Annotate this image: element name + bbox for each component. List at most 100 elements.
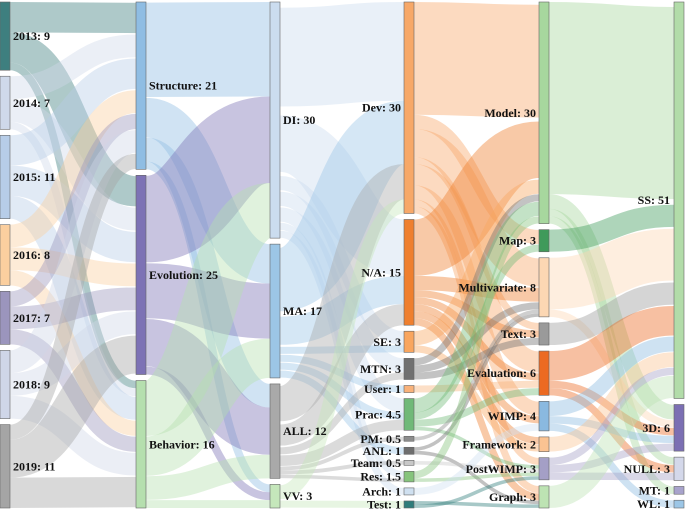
link-ma-user xyxy=(279,354,405,393)
node-framework xyxy=(538,436,550,452)
link-res-postwimp xyxy=(413,472,540,482)
link-model-mt xyxy=(548,216,675,495)
link-y2017-structure xyxy=(8,113,138,307)
link-y2014-structure xyxy=(9,34,137,99)
label-team: Team: 0.5 xyxy=(351,456,401,470)
link-all-dev xyxy=(276,164,408,422)
link-y2016-structure xyxy=(8,90,138,248)
link-wimp-wl xyxy=(548,423,675,508)
link-na-wimp xyxy=(413,304,540,424)
link-vv-dev xyxy=(278,199,406,500)
link-anl-graph xyxy=(413,450,540,505)
link-y2019-structure xyxy=(8,153,138,440)
label-dev: Dev: 30 xyxy=(362,101,401,115)
link-y2013-evolution xyxy=(8,32,138,207)
link-multivariate-ss xyxy=(548,228,675,310)
node-na xyxy=(403,219,415,326)
label-graph: Graph: 3 xyxy=(489,490,536,504)
link-test-postwimp xyxy=(413,476,540,509)
node-y2016 xyxy=(0,224,11,286)
link-behavior-di xyxy=(141,183,275,436)
label-se: SE: 3 xyxy=(373,335,401,349)
node-map xyxy=(538,229,550,253)
link-y2019-evolution xyxy=(8,335,138,478)
link-evolution-ma xyxy=(145,263,271,339)
node-graph xyxy=(538,485,550,509)
link-pm-multivariate xyxy=(413,309,540,441)
node-y2015 xyxy=(0,134,11,219)
label-postwimp: PostWIMP: 3 xyxy=(466,462,536,476)
link-di-prac xyxy=(278,207,406,413)
label-na: N/A: 15 xyxy=(361,265,401,279)
link-postwimp-ss xyxy=(548,367,675,466)
link-y2017-behavior xyxy=(9,329,137,452)
link-di-se xyxy=(279,175,405,346)
link-structure-all xyxy=(143,137,273,408)
link-y2015-behavior xyxy=(8,195,138,420)
label-evaluation: Evaluation: 6 xyxy=(467,366,536,380)
link-mtn-multivariate xyxy=(413,302,540,373)
link-mtn-model xyxy=(413,194,540,366)
label-y2014: 2014: 7 xyxy=(13,96,50,110)
link-ma-dev xyxy=(275,100,409,312)
node-wimp xyxy=(538,401,550,432)
link-graph-ss xyxy=(547,375,676,508)
link-na-model xyxy=(411,121,542,276)
label-mt: MT: 1 xyxy=(639,483,670,497)
node-team xyxy=(403,460,415,466)
link-na-evaluation xyxy=(413,297,540,381)
link-prac-evaluation xyxy=(413,388,540,427)
node-ma xyxy=(269,243,281,379)
link-map-ss xyxy=(548,204,675,252)
label-y2015: 2015: 11 xyxy=(13,170,55,184)
link-mtn-text xyxy=(413,337,540,380)
node-y2019 xyxy=(0,424,11,509)
link-user-evaluation xyxy=(413,380,540,393)
label-ss: SS: 51 xyxy=(638,193,670,207)
link-di-na xyxy=(277,115,407,276)
label-null: NULL: 3 xyxy=(624,462,670,476)
link-prac-postwimp xyxy=(413,426,540,469)
link-y2016-behavior xyxy=(9,270,137,436)
link-y2013-structure xyxy=(9,2,137,34)
label-mtn: MTN: 3 xyxy=(360,362,401,376)
label-test: Test: 1 xyxy=(367,497,401,510)
link-y2015-evolution xyxy=(9,165,137,263)
node-all xyxy=(269,383,281,479)
link-wimp-ss xyxy=(548,336,675,417)
label-wl: WL: 1 xyxy=(637,497,670,510)
link-di-res xyxy=(279,222,405,479)
link-ma-se xyxy=(279,345,405,354)
node-pm xyxy=(403,435,415,442)
label-pm: PM: 0.5 xyxy=(360,432,401,446)
link-prac-map xyxy=(413,244,540,420)
link-model-d3 xyxy=(547,194,676,420)
link-y2018-evolution xyxy=(9,311,137,396)
node-behavior xyxy=(135,380,147,509)
node-res xyxy=(403,471,415,483)
link-dev-model xyxy=(413,1,540,118)
link-behavior-ma xyxy=(144,338,272,476)
label-behavior: Behavior: 16 xyxy=(149,437,215,451)
link-prac-model xyxy=(412,201,541,413)
label-ma: MA: 17 xyxy=(283,304,322,318)
link-dev-map xyxy=(413,114,540,245)
label-y2017: 2017: 7 xyxy=(13,311,50,325)
link-structure-ma xyxy=(143,97,273,284)
link-di-arch xyxy=(279,230,405,495)
node-dev xyxy=(403,1,415,214)
label-y2018: 2018: 9 xyxy=(13,378,50,392)
link-all-prac xyxy=(279,419,405,466)
link-evolution-di xyxy=(142,96,274,263)
link-evolution-vv xyxy=(145,366,271,501)
link-structure-vv xyxy=(145,161,271,493)
label-framework: Framework: 2 xyxy=(462,437,536,451)
node-model xyxy=(538,1,550,224)
node-wl xyxy=(673,499,685,509)
node-y2014 xyxy=(0,75,11,130)
link-y2019-behavior xyxy=(9,476,137,509)
link-dev-graph xyxy=(413,206,540,494)
label-d3: 3D: 6 xyxy=(642,421,670,435)
link-all-pm xyxy=(279,436,405,471)
